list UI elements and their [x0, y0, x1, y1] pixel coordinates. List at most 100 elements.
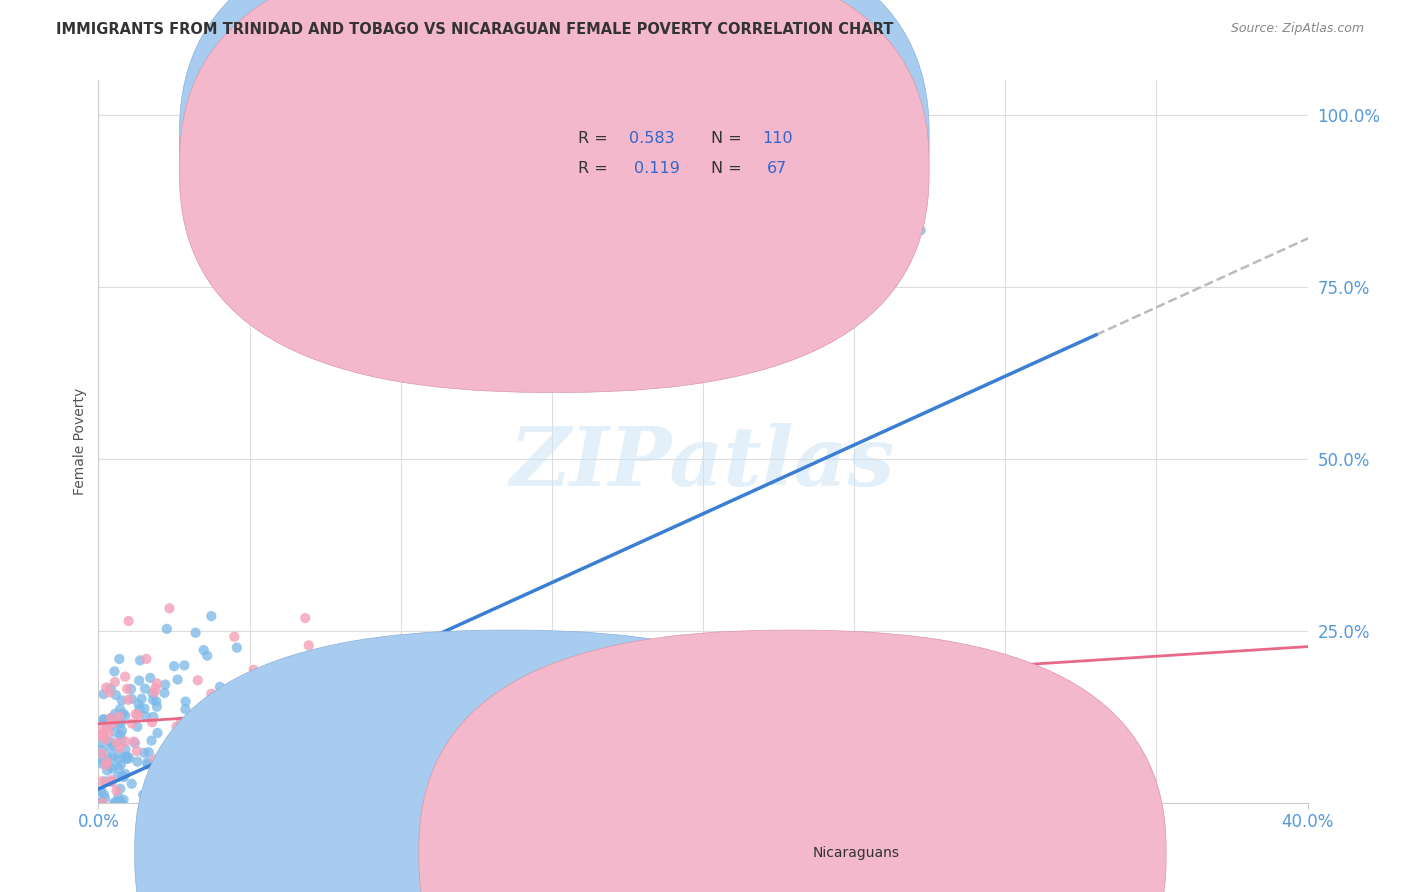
Point: [200, 687, 222, 701]
Point: [90, 796, 112, 810]
Point: [145, 756, 167, 771]
Point: [90, 747, 112, 761]
Point: [166, 673, 188, 687]
Point: [122, 734, 145, 748]
Point: [118, 751, 141, 765]
Point: [90, 796, 112, 810]
Point: [142, 693, 165, 707]
FancyBboxPatch shape: [135, 630, 882, 892]
Point: [134, 701, 156, 715]
Point: [97, 713, 120, 727]
Point: [146, 676, 169, 690]
Point: [90, 796, 112, 810]
Point: [96, 756, 118, 770]
FancyBboxPatch shape: [527, 125, 884, 189]
Point: [100, 711, 122, 725]
Point: [143, 752, 166, 766]
Point: [224, 630, 246, 644]
Point: [120, 681, 142, 696]
Point: [104, 725, 127, 739]
Point: [135, 652, 157, 666]
Point: [208, 680, 231, 694]
Point: [127, 708, 149, 723]
Point: [98, 759, 121, 773]
Point: [139, 671, 162, 685]
Point: [117, 614, 139, 628]
Text: 0.583: 0.583: [630, 130, 675, 145]
Point: [254, 683, 277, 698]
Point: [222, 721, 245, 735]
Point: [311, 787, 333, 801]
Point: [156, 622, 179, 636]
Point: [149, 766, 172, 780]
Point: [107, 753, 129, 767]
Point: [174, 702, 197, 716]
Text: Source: ZipAtlas.com: Source: ZipAtlas.com: [1230, 22, 1364, 36]
Text: 0.119: 0.119: [634, 161, 681, 176]
Point: [93, 687, 115, 701]
Point: [107, 790, 129, 805]
Point: [141, 687, 163, 701]
Point: [101, 750, 124, 764]
Point: [242, 663, 264, 677]
Point: [98, 734, 121, 748]
Point: [125, 744, 148, 758]
Point: [121, 777, 143, 791]
Point: [170, 714, 193, 729]
Point: [100, 681, 122, 696]
Point: [107, 716, 129, 731]
Point: [90, 735, 112, 749]
Point: [96, 681, 118, 695]
Text: IMMIGRANTS FROM TRINIDAD AND TOBAGO VS NICARAGUAN FEMALE POVERTY CORRELATION CHA: IMMIGRANTS FROM TRINIDAD AND TOBAGO VS N…: [56, 22, 894, 37]
Point: [125, 706, 148, 721]
Point: [124, 736, 146, 750]
Point: [136, 755, 159, 769]
Point: [135, 709, 157, 723]
Point: [148, 777, 170, 791]
Point: [114, 767, 136, 781]
Point: [121, 691, 143, 706]
Point: [145, 694, 167, 708]
Point: [134, 681, 156, 696]
Point: [107, 770, 129, 784]
Point: [101, 718, 124, 732]
Text: 110: 110: [762, 130, 793, 145]
Point: [110, 781, 132, 796]
Point: [115, 752, 138, 766]
Point: [134, 746, 156, 760]
Point: [184, 625, 207, 640]
Point: [101, 775, 124, 789]
Point: [240, 756, 263, 771]
Point: [114, 750, 136, 764]
Point: [117, 749, 139, 764]
Point: [166, 720, 188, 734]
Point: [132, 788, 155, 802]
Text: Immigrants from Trinidad and Tobago: Immigrants from Trinidad and Tobago: [529, 847, 789, 861]
Point: [112, 770, 135, 784]
Point: [138, 745, 160, 759]
Point: [104, 796, 127, 810]
Point: [90, 756, 112, 771]
Point: [103, 739, 125, 753]
Point: [91, 774, 114, 789]
Point: [142, 710, 165, 724]
Point: [105, 735, 128, 749]
Point: [105, 783, 128, 797]
Point: [104, 688, 127, 702]
Point: [90, 729, 112, 743]
Point: [97, 725, 120, 739]
Point: [103, 796, 125, 810]
Point: [110, 728, 132, 742]
Point: [104, 706, 127, 721]
Point: [245, 753, 267, 767]
Point: [146, 699, 169, 714]
Point: [90, 796, 112, 810]
Point: [96, 764, 118, 778]
Point: [127, 755, 149, 769]
Point: [195, 794, 218, 808]
Point: [91, 727, 114, 741]
Point: [94, 774, 117, 789]
Point: [188, 735, 211, 749]
Text: Nicaraguans: Nicaraguans: [813, 847, 900, 861]
Point: [225, 640, 247, 655]
